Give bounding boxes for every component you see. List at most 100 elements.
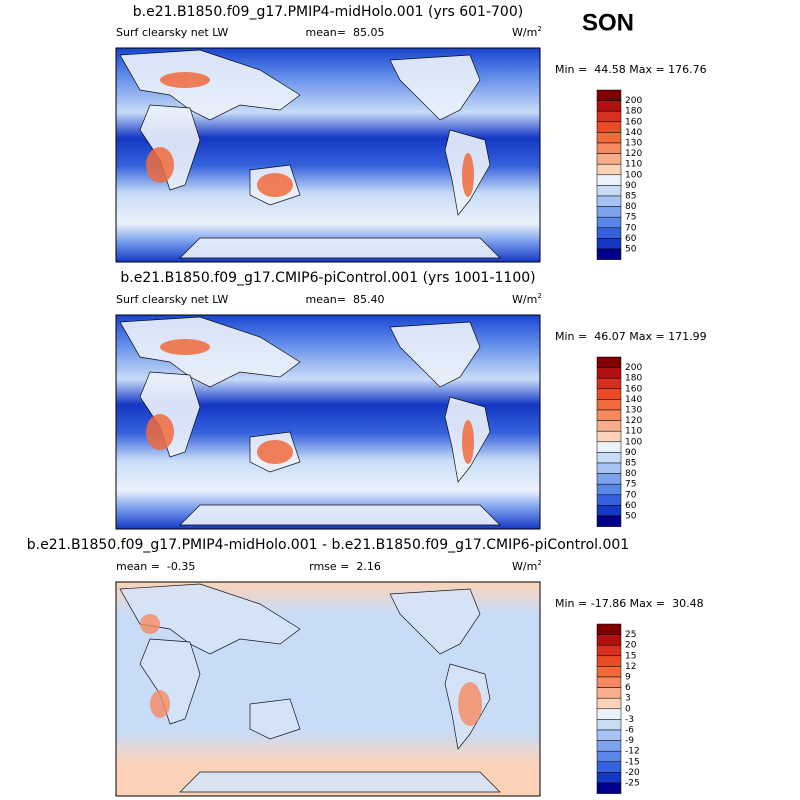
- units-label: W/m2: [512, 25, 542, 39]
- colorbar-label: 130: [625, 406, 642, 416]
- land: [119, 49, 301, 121]
- colorbar-label: 75: [625, 213, 636, 223]
- warm-area: [462, 420, 474, 464]
- colorbar-label: 60: [625, 234, 637, 244]
- colorbar-box: [596, 634, 622, 646]
- left-label: Surf clearsky net LW: [116, 26, 228, 39]
- colorbar-label: 200: [625, 96, 642, 106]
- land: [139, 371, 201, 458]
- colorbar-box: [596, 430, 622, 443]
- colorbar-box: [596, 761, 622, 773]
- colorbar-label: 6: [625, 683, 631, 693]
- land: [179, 504, 501, 526]
- units-label: W/m2: [512, 559, 542, 573]
- colorbar-label: 0: [625, 704, 631, 714]
- colorbar-label: 90: [625, 448, 637, 458]
- warm-area: [146, 414, 174, 450]
- colorbar-box: [596, 782, 622, 794]
- warm-area: [160, 339, 210, 355]
- colorbar-label: 80: [625, 202, 637, 212]
- panel-title: b.e21.B1850.f09_g17.PMIP4-midHolo.001 - …: [27, 537, 629, 553]
- colorbar-label: 80: [625, 469, 637, 479]
- colorbar-label: 85: [625, 192, 636, 202]
- land: [119, 583, 301, 655]
- min-max-label: Min = 46.07 Max = 171.99: [555, 330, 707, 343]
- colorbar-label: 90: [625, 181, 637, 191]
- colorbar-label: 12: [625, 662, 636, 672]
- colorbar-box: [596, 655, 622, 667]
- warm-area: [257, 173, 293, 197]
- map-frame: [115, 314, 541, 530]
- colorbar-label: -6: [625, 726, 634, 736]
- land: [389, 321, 481, 388]
- colorbar-box: [596, 121, 622, 133]
- colorbar-box: [596, 740, 622, 752]
- colorbar-label: 180: [625, 374, 642, 384]
- colorbar-box: [596, 399, 622, 411]
- warm-area: [257, 440, 293, 464]
- colorbar-box: [596, 697, 622, 710]
- colorbar-box: [596, 452, 622, 464]
- colorbar-label: 15: [625, 651, 636, 661]
- panel-title: b.e21.B1850.f09_g17.CMIP6-piControl.001 …: [120, 270, 535, 286]
- colorbar-box: [596, 89, 622, 101]
- warm-area: [150, 690, 170, 718]
- left-label: Surf clearsky net LW: [116, 293, 228, 306]
- colorbar-box: [596, 142, 622, 154]
- center-label: mean= 85.05: [306, 26, 385, 39]
- colorbar-label: 50: [625, 512, 637, 522]
- colorbar-box: [596, 420, 622, 432]
- colorbar-box: [596, 666, 622, 678]
- colorbar-box: [596, 623, 622, 635]
- panel: b.e21.B1850.f09_g17.CMIP6-piControl.001 …: [115, 270, 707, 530]
- colorbar-box: [596, 462, 622, 474]
- colorbar-box: [596, 729, 622, 741]
- colorbar-box: [596, 473, 622, 485]
- colorbar-box: [596, 687, 622, 699]
- colorbar-label: 140: [625, 395, 642, 405]
- warm-area: [462, 153, 474, 197]
- colorbar-label: 100: [625, 437, 642, 447]
- land-areas: [119, 316, 501, 526]
- left-label: mean = -0.35: [116, 560, 195, 573]
- min-max-label: Min = -17.86 Max = 30.48: [555, 597, 704, 610]
- colorbar-box: [596, 195, 622, 207]
- colorbar-box: [596, 174, 622, 186]
- warm-area: [146, 147, 174, 183]
- colorbar-box: [596, 238, 622, 250]
- colorbar-box: [596, 772, 622, 784]
- colorbar-label: 110: [625, 427, 642, 437]
- colorbar-label: 85: [625, 459, 636, 469]
- colorbar-label: 70: [625, 223, 637, 233]
- land: [389, 588, 481, 655]
- land: [249, 698, 301, 740]
- colorbar-box: [596, 483, 622, 496]
- land: [119, 316, 301, 388]
- units-label: W/m2: [512, 292, 542, 306]
- colorbar-label: 160: [625, 384, 642, 394]
- warm-area: [458, 682, 482, 726]
- colorbar-box: [596, 377, 622, 390]
- min-max-label: Min = 44.58 Max = 176.76: [555, 63, 707, 76]
- colorbar-box: [596, 409, 622, 421]
- colorbar-label: 160: [625, 117, 642, 127]
- colorbar-box: [596, 132, 622, 144]
- map-frame: [115, 581, 541, 797]
- colorbar-box: [596, 515, 622, 527]
- colorbar-box: [596, 163, 622, 176]
- center-label: rmse = 2.16: [309, 560, 381, 573]
- land: [389, 54, 481, 121]
- colorbar-label: 120: [625, 416, 642, 426]
- colorbar-label: 3: [625, 694, 631, 704]
- colorbar-label: 9: [625, 673, 631, 683]
- colorbar-box: [596, 441, 622, 453]
- land: [179, 771, 501, 793]
- land-areas: [119, 49, 501, 259]
- colorbar-label: -12: [625, 747, 640, 757]
- colorbar-label: 75: [625, 480, 636, 490]
- colorbar-label: 140: [625, 128, 642, 138]
- colorbar-box: [596, 153, 622, 165]
- panel: b.e21.B1850.f09_g17.PMIP4-midHolo.001 - …: [27, 537, 704, 797]
- season-label: SON: [582, 9, 634, 36]
- colorbar-label: -3: [625, 715, 634, 725]
